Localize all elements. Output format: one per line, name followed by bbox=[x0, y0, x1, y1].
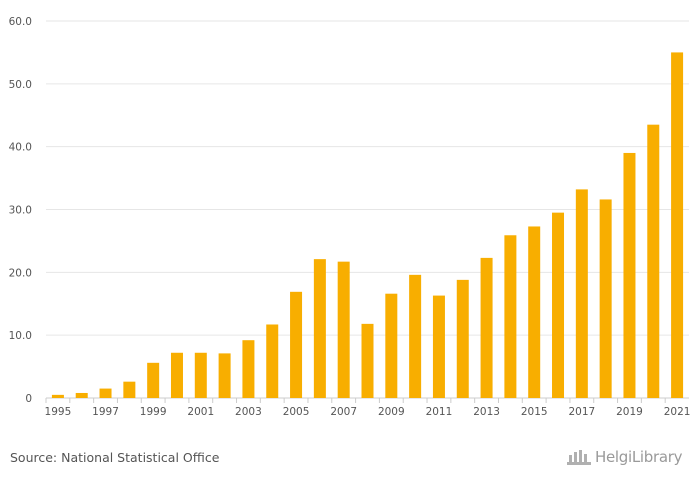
x-tick-label: 2007 bbox=[330, 406, 357, 418]
y-tick-label: 20.0 bbox=[9, 267, 32, 279]
bar-1997[interactable] bbox=[99, 388, 112, 398]
x-tick-label: 1999 bbox=[140, 406, 167, 418]
bar-2005[interactable] bbox=[290, 291, 303, 398]
bar-chart: 0 10.0 20.0 30.0 40.0 50.0 60.0 1995 1997 1999 200… bbox=[9, 16, 691, 418]
bar-2006[interactable] bbox=[313, 259, 326, 398]
bar-2014[interactable] bbox=[504, 235, 517, 398]
bar-2002[interactable] bbox=[218, 353, 231, 398]
bar-2010[interactable] bbox=[409, 274, 422, 398]
x-tick-label: 1997 bbox=[92, 406, 119, 418]
library-building-icon bbox=[567, 450, 591, 465]
bar-2004[interactable] bbox=[266, 324, 279, 398]
bar-2013[interactable] bbox=[480, 257, 493, 398]
x-tick-label: 2011 bbox=[426, 406, 453, 418]
bar-2001[interactable] bbox=[194, 352, 207, 398]
x-tick-label: 2005 bbox=[283, 406, 310, 418]
bar-2020[interactable] bbox=[647, 124, 660, 399]
y-tick-label: 0 bbox=[25, 393, 32, 405]
bar-2003[interactable] bbox=[242, 340, 255, 398]
bar-1999[interactable] bbox=[147, 362, 160, 398]
helgi-library-logo[interactable]: HelgiLibrary bbox=[566, 448, 683, 466]
bar-2017[interactable] bbox=[575, 189, 588, 398]
x-tick-label: 1995 bbox=[45, 406, 72, 418]
source-note: Source: National Statistical Office bbox=[10, 450, 220, 465]
x-tick-label: 2009 bbox=[378, 406, 405, 418]
y-tick-label: 60.0 bbox=[9, 16, 32, 28]
y-tick-label: 50.0 bbox=[9, 79, 32, 91]
x-tick-label: 2003 bbox=[235, 406, 262, 418]
y-tick-label: 30.0 bbox=[9, 205, 32, 217]
x-tick-label: 2001 bbox=[187, 406, 214, 418]
y-tick-label: 10.0 bbox=[9, 330, 32, 342]
x-tick-label: 2021 bbox=[664, 406, 691, 418]
bar-2019[interactable] bbox=[623, 152, 636, 398]
x-tick-label: 2019 bbox=[616, 406, 643, 418]
brand-name: HelgiLibrary bbox=[595, 448, 683, 466]
x-tick-label: 2013 bbox=[473, 406, 500, 418]
y-tick-label: 40.0 bbox=[9, 142, 32, 154]
bar-1996[interactable] bbox=[75, 392, 88, 398]
bar-2016[interactable] bbox=[552, 212, 565, 398]
bar-2000[interactable] bbox=[170, 352, 183, 398]
bar-2011[interactable] bbox=[432, 295, 445, 398]
bar-2009[interactable] bbox=[385, 293, 398, 398]
bar-2007[interactable] bbox=[337, 261, 350, 398]
bar-2008[interactable] bbox=[361, 323, 374, 398]
bar-1995[interactable] bbox=[51, 394, 64, 398]
bar-2018[interactable] bbox=[599, 199, 612, 398]
bar-2015[interactable] bbox=[528, 226, 541, 398]
bar-2021[interactable] bbox=[671, 52, 684, 399]
bar-1998[interactable] bbox=[123, 381, 136, 398]
x-tick-label: 2015 bbox=[521, 406, 548, 418]
x-tick-label: 2017 bbox=[568, 406, 595, 418]
bar-2012[interactable] bbox=[456, 279, 469, 398]
